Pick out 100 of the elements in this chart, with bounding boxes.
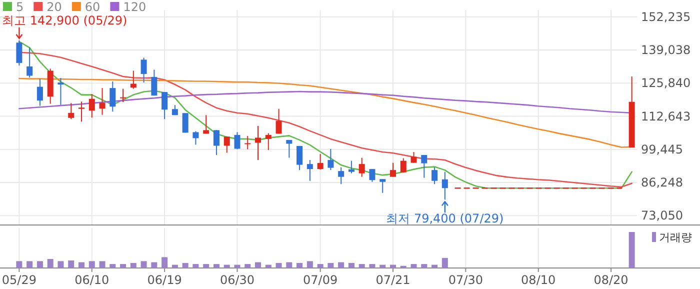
candlestick — [16, 40, 22, 66]
y-tick-label: 86,248 — [641, 175, 683, 190]
candlestick — [369, 168, 376, 182]
bar — [369, 264, 376, 268]
x-tick-label: 05/29 — [2, 273, 36, 287]
bar — [317, 264, 324, 268]
bar — [328, 262, 334, 268]
bar — [348, 262, 354, 268]
bar — [234, 264, 240, 268]
bar — [432, 264, 438, 268]
x-tick-label: 07/09 — [303, 273, 338, 287]
bar — [380, 264, 386, 268]
bar — [628, 232, 635, 268]
candlestick — [432, 166, 438, 185]
candlestick — [390, 162, 396, 178]
bar — [16, 261, 22, 268]
candlestick — [442, 171, 448, 200]
bar — [99, 261, 106, 268]
bar — [224, 264, 230, 268]
x-tick-label: 08/20 — [594, 273, 628, 287]
bar — [58, 261, 64, 268]
legend-label: 60 — [84, 0, 100, 14]
candlestick — [110, 81, 116, 112]
bar — [130, 262, 136, 268]
x-tick-label: 07/30 — [448, 273, 483, 287]
bar — [68, 260, 74, 268]
candlestick — [265, 132, 272, 150]
bar — [110, 264, 116, 268]
candlestick — [410, 151, 417, 164]
candlestick — [140, 57, 147, 84]
candlestick — [78, 101, 84, 122]
bar — [442, 258, 448, 268]
candlestick — [162, 92, 168, 120]
bar — [47, 259, 54, 268]
candlestick — [255, 125, 262, 161]
bar — [255, 262, 262, 268]
candlestick — [400, 158, 406, 173]
bar — [306, 261, 313, 268]
bar — [338, 262, 344, 268]
x-tick-label: 08/10 — [521, 273, 556, 287]
candlestick — [358, 157, 365, 178]
y-tick-label: 152,235 — [641, 10, 691, 24]
bar — [390, 264, 396, 268]
legend-label: 120 — [123, 0, 146, 14]
candlestick — [328, 148, 334, 171]
bar — [296, 262, 303, 268]
bar — [88, 261, 95, 268]
bar — [182, 262, 188, 268]
y-tick-label: 112,643 — [641, 109, 691, 124]
candlestick — [130, 70, 136, 90]
legend-label: 5 — [16, 0, 24, 14]
bar — [358, 264, 365, 268]
candlestick — [151, 69, 158, 96]
candlestick — [244, 135, 251, 150]
candlestick — [99, 88, 106, 116]
candlestick — [306, 160, 313, 182]
candlestick — [296, 145, 303, 171]
bar — [244, 264, 251, 268]
bar — [276, 262, 282, 268]
bar — [26, 261, 33, 268]
candlestick — [36, 78, 43, 106]
candlestick — [421, 154, 428, 178]
bar — [192, 264, 199, 268]
x-tick-label: 07/21 — [376, 273, 410, 287]
candlestick — [317, 154, 324, 170]
x-tick-label: 06/30 — [220, 273, 255, 287]
bar — [162, 257, 168, 268]
candlestick — [286, 139, 292, 158]
x-tick-label: 06/19 — [147, 273, 182, 287]
candlestick — [58, 77, 64, 106]
candlestick — [224, 136, 230, 154]
bar — [286, 262, 292, 268]
bar — [265, 264, 272, 268]
candlestick — [26, 46, 33, 78]
bar — [410, 264, 417, 268]
bar — [120, 264, 126, 268]
bar — [151, 262, 158, 268]
bar — [213, 264, 220, 268]
bar — [203, 264, 210, 268]
candlestick — [192, 130, 199, 146]
candlestick — [348, 160, 354, 174]
candlestick — [203, 114, 210, 134]
y-tick-label: 139,038 — [641, 43, 691, 58]
y-tick-label: 73,050 — [641, 208, 683, 223]
bar — [36, 261, 43, 268]
annotation: 최저 79,400 (07/29) — [386, 212, 504, 226]
candlestick — [182, 112, 188, 134]
annotation: 최고 142,900 (05/29) — [2, 13, 128, 28]
bar — [78, 262, 84, 268]
bar — [140, 261, 147, 268]
candlestick — [276, 108, 282, 134]
candlestick — [380, 178, 386, 194]
bar — [421, 264, 428, 268]
y-tick-label: 99,445 — [641, 142, 683, 156]
candlestick — [68, 102, 74, 120]
legend-label: 거래량 — [659, 231, 692, 244]
bar — [172, 264, 178, 268]
candlestick — [338, 166, 344, 185]
candlestick — [88, 94, 95, 118]
candlestick — [234, 132, 240, 150]
